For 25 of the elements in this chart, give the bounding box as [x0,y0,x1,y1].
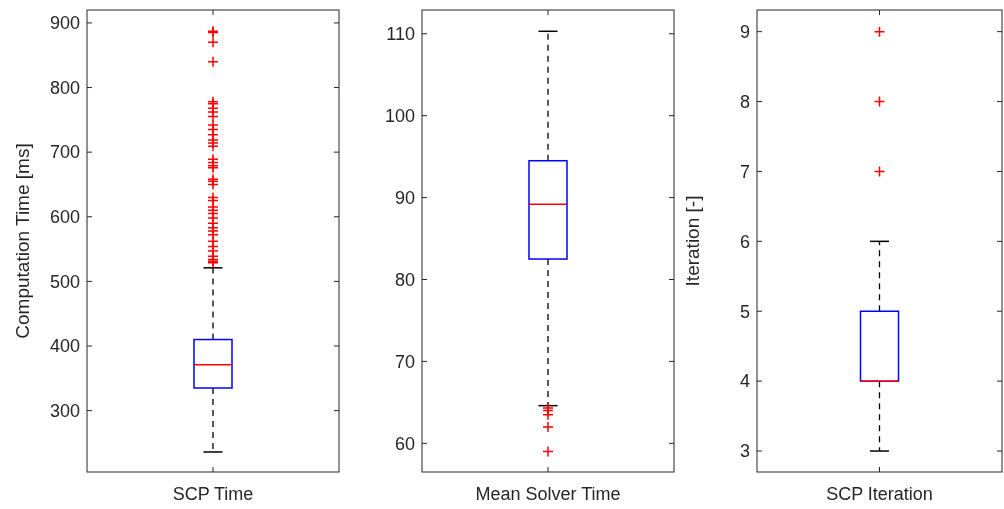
y-tick-label: 90 [394,187,415,208]
y-tick-label: 9 [739,21,750,42]
y-axis-title: Computation Time [ms] [12,143,33,339]
y-tick-label: 500 [49,271,80,292]
y-tick-label: 3 [739,441,750,462]
y-tick-label: 6 [739,231,750,252]
y-tick-label: 900 [49,13,80,34]
y-tick-label: 5 [739,301,750,322]
x-tick-label: SCP Time [172,484,254,504]
y-tick-label: 4 [739,371,750,392]
x-tick-label: SCP Iteration [826,484,933,504]
y-axis-title: Iteration [-] [682,195,703,287]
y-tick-label: 110 [386,24,415,45]
y-tick-label: 60 [394,433,415,454]
y-tick-label: 70 [394,351,415,372]
y-tick-label: 700 [49,142,80,163]
y-tick-label: 800 [49,77,80,98]
y-tick-label: 400 [49,336,80,357]
y-tick-label: 8 [739,91,750,112]
x-tick-label: Mean Solver Time [475,484,621,504]
y-tick-label: 300 [49,400,80,421]
y-tick-label: 7 [739,161,750,182]
y-tick-label: 600 [49,207,80,228]
y-tick-label: 100 [384,105,415,126]
y-tick-label: 80 [394,269,415,290]
